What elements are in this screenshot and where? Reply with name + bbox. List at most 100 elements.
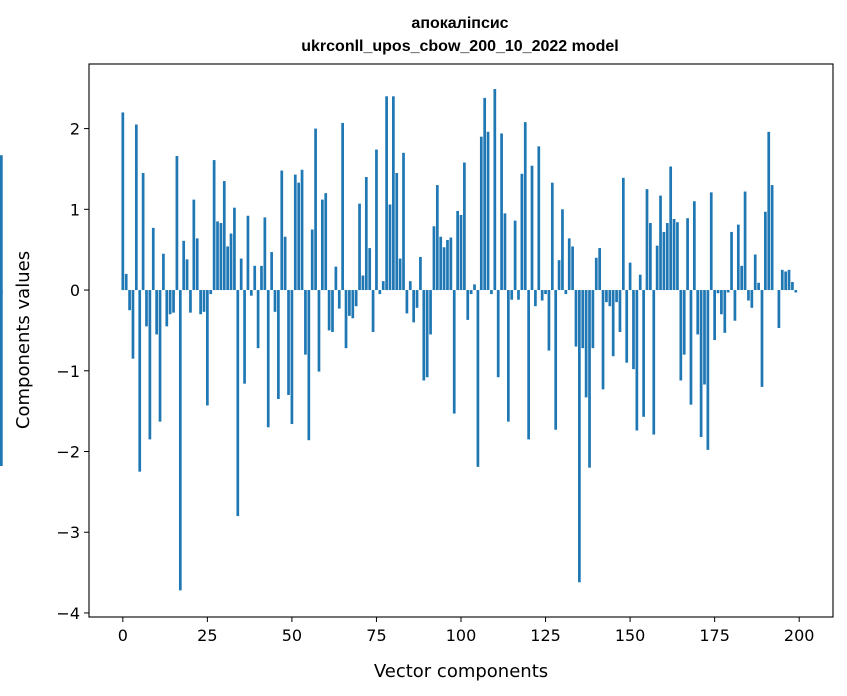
y-tick-label: −4 <box>56 604 80 623</box>
bar <box>753 254 757 291</box>
chart-subtitle: ukrconll_upos_cbow_200_10_2022 model <box>301 38 618 55</box>
y-tick-label: 0 <box>70 281 80 300</box>
bar <box>324 193 328 291</box>
bar <box>273 290 277 312</box>
bar <box>767 131 771 291</box>
bar <box>185 259 189 291</box>
bar <box>138 290 142 472</box>
bar <box>537 146 541 291</box>
bar <box>530 165 534 291</box>
bar <box>0 155 3 291</box>
bar <box>513 220 517 291</box>
bar <box>293 174 297 291</box>
bar <box>226 246 230 291</box>
bar <box>665 223 669 291</box>
bar <box>266 290 270 428</box>
bar <box>314 128 317 291</box>
bar <box>402 152 405 291</box>
bar <box>219 223 223 291</box>
bar <box>317 290 321 372</box>
bar <box>770 185 774 291</box>
bar <box>652 290 656 435</box>
bar <box>564 290 568 295</box>
bar <box>621 177 625 291</box>
bar <box>375 149 378 291</box>
bar <box>534 290 537 307</box>
bar <box>794 290 798 293</box>
bar <box>716 290 720 294</box>
y-tick-label: −2 <box>56 443 80 462</box>
bar <box>229 233 233 291</box>
bar <box>320 199 324 291</box>
bar <box>547 290 551 351</box>
bar <box>635 290 639 431</box>
bar <box>747 290 750 301</box>
bar <box>446 239 449 291</box>
bar <box>408 281 412 291</box>
bar <box>158 290 162 422</box>
bar <box>253 265 257 291</box>
bar <box>608 290 612 307</box>
bar <box>348 290 351 316</box>
bar <box>351 290 355 319</box>
x-axis: 0 25 50 75 100 125 150 175 200 <box>118 617 814 645</box>
bar <box>571 246 574 291</box>
bar <box>618 290 622 333</box>
bar <box>385 96 388 291</box>
bar <box>419 256 422 291</box>
bar <box>459 214 463 291</box>
bar <box>364 177 368 291</box>
bar <box>212 160 216 291</box>
bar <box>662 231 666 291</box>
bar <box>709 192 713 291</box>
bar <box>503 213 507 291</box>
bar <box>527 290 530 440</box>
bar <box>723 290 727 333</box>
x-tick-label: 100 <box>446 626 477 645</box>
bar <box>726 290 730 293</box>
bar <box>669 166 673 291</box>
bar <box>280 170 284 291</box>
bar <box>141 172 145 291</box>
bar <box>206 290 209 406</box>
bar-series <box>0 89 798 591</box>
bar <box>168 290 172 315</box>
bar <box>679 290 683 381</box>
bar <box>175 156 179 291</box>
bar <box>162 253 165 291</box>
chart-title: апокаліпсис <box>411 15 508 32</box>
bar <box>263 217 267 291</box>
x-tick-label: 25 <box>197 626 217 645</box>
bar <box>344 290 348 349</box>
bar <box>703 290 706 385</box>
bar <box>178 290 182 591</box>
bar <box>506 290 510 422</box>
bar <box>243 290 246 384</box>
bar <box>483 97 487 291</box>
bar <box>435 185 439 291</box>
bar <box>591 290 595 349</box>
bar <box>780 269 784 291</box>
bar <box>706 290 710 450</box>
bar <box>740 265 744 291</box>
bar <box>500 133 503 291</box>
x-tick-label: 50 <box>282 626 302 645</box>
y-axis-label: Components values <box>13 251 34 429</box>
y-tick-label: 2 <box>70 120 80 139</box>
bar <box>358 203 361 291</box>
bar <box>581 290 585 349</box>
bar <box>331 290 334 333</box>
bar <box>124 273 128 291</box>
bar <box>354 290 358 307</box>
bar <box>463 162 466 291</box>
bar <box>405 290 409 314</box>
bar <box>713 290 716 341</box>
bar <box>290 290 294 425</box>
bar <box>720 290 723 315</box>
bar <box>743 191 747 291</box>
bar <box>520 173 524 291</box>
x-axis-label: Vector components <box>374 661 548 682</box>
bar <box>304 290 307 355</box>
bar <box>439 236 443 291</box>
bar <box>584 290 588 398</box>
